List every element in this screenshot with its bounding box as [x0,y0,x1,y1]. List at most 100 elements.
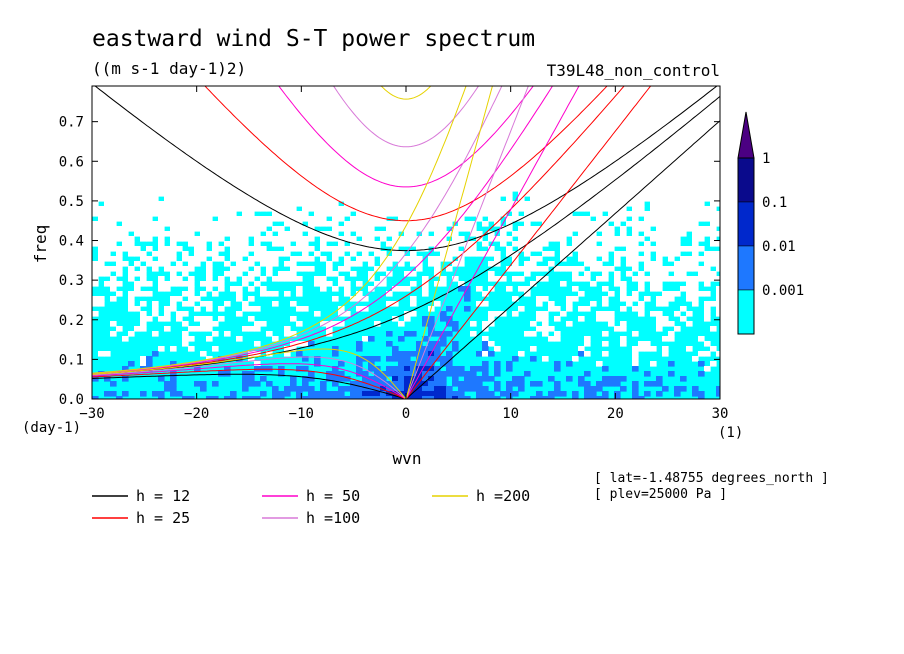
heatmap-cell [578,96,585,102]
heatmap-cell [338,136,345,142]
heatmap-cell [518,146,525,152]
heatmap-cell [380,281,387,287]
heatmap-cell [386,206,393,212]
heatmap-cell [242,386,249,392]
heatmap-cell [560,191,567,197]
heatmap-cell [416,86,423,92]
heatmap-cell [554,381,561,387]
heatmap-cell [152,116,159,122]
heatmap-cell [320,146,327,152]
heatmap-cell [116,146,123,152]
heatmap-cell [542,146,549,152]
heatmap-cell [632,261,639,267]
heatmap-cell [404,191,411,197]
heatmap-cell [392,96,399,102]
heatmap-cell [446,196,453,202]
heatmap-cell [110,236,117,242]
heatmap-cell [98,296,105,302]
heatmap-cell [422,386,429,392]
heatmap-cell [548,186,555,192]
heatmap-cell [704,106,711,112]
y-tick-label: 0.1 [59,352,84,368]
heatmap-cell [542,131,549,137]
heatmap-cell [404,186,411,192]
heatmap-cell [170,181,177,187]
heatmap-cell [626,186,633,192]
heatmap-cell [398,216,405,222]
heatmap-cell [122,261,129,267]
heatmap-cell [368,381,375,387]
heatmap-cell [692,151,699,157]
heatmap-cell [254,381,261,387]
heatmap-cell [200,236,207,242]
heatmap-cell [98,171,105,177]
heatmap-cell [398,351,405,357]
heatmap-cell [590,386,597,392]
heatmap-cell [704,116,711,122]
heatmap-cell [680,286,687,292]
heatmap-cell [158,391,165,397]
heatmap-cell [674,271,681,277]
heatmap-cell [290,131,297,137]
heatmap-cell [104,166,111,172]
heatmap-cell [518,376,525,382]
heatmap-cell [206,176,213,182]
heatmap-cell [92,236,99,242]
heatmap-cell [446,96,453,102]
heatmap-cell [116,291,123,297]
heatmap-cell [290,346,297,352]
heatmap-cell [620,241,627,247]
heatmap-cell [416,236,423,242]
heatmap-cell [224,366,231,372]
heatmap-cell [440,216,447,222]
heatmap-cell [458,116,465,122]
heatmap-cell [656,311,663,317]
heatmap-cell [596,236,603,242]
heatmap-cell [680,101,687,107]
heatmap-cell [704,211,711,217]
heatmap-cell [158,101,165,107]
heatmap-cell [326,191,333,197]
heatmap-cell [296,106,303,112]
heatmap-cell [578,156,585,162]
heatmap-cell [200,241,207,247]
heatmap-cell [446,246,453,252]
heatmap-cell [152,201,159,207]
heatmap-cell [680,196,687,202]
heatmap-cell [626,101,633,107]
heatmap-cell [356,196,363,202]
heatmap-cell [128,236,135,242]
heatmap-cell [482,291,489,297]
heatmap-cell [242,136,249,142]
heatmap-cell [620,146,627,152]
heatmap-cell [440,171,447,177]
heatmap-cell [362,171,369,177]
heatmap-cell [686,146,693,152]
heatmap-cell [674,291,681,297]
heatmap-cell [578,151,585,157]
heatmap-cell [488,146,495,152]
heatmap-cell [596,361,603,367]
heatmap-cell [596,276,603,282]
heatmap-cell [368,201,375,207]
heatmap-cell [302,156,309,162]
heatmap-cell [596,201,603,207]
heatmap-cell [152,141,159,147]
heatmap-cell [212,156,219,162]
heatmap-cell [488,316,495,322]
heatmap-cell [146,316,153,322]
heatmap-cell [638,166,645,172]
heatmap-cell [170,171,177,177]
heatmap-cell [452,321,459,327]
heatmap-cell [230,191,237,197]
heatmap-cell [128,146,135,152]
heatmap-cell [320,166,327,172]
heatmap-cell [128,131,135,137]
heatmap-cell [476,176,483,182]
heatmap-cell [146,166,153,172]
heatmap-cell [320,241,327,247]
heatmap-cell [272,251,279,257]
heatmap-cell [686,201,693,207]
heatmap-cell [578,266,585,272]
heatmap-cell [362,111,369,117]
